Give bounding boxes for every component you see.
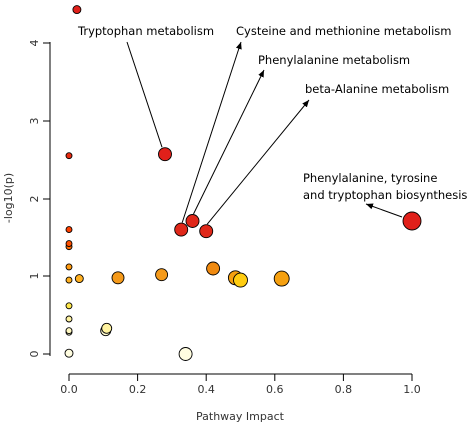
- annotation-label-tryptophan: Tryptophan metabolism: [77, 24, 214, 38]
- annotation-label-beta-alanine: beta-Alanine metabolism: [305, 82, 449, 96]
- annotation-arrows: [126, 41, 403, 225]
- annotation-arrow-2: [193, 69, 265, 215]
- data-point-9: [65, 226, 73, 234]
- data-point-3: [65, 315, 73, 323]
- x-axis-label: Pathway Impact: [196, 410, 285, 423]
- y-tick-label-4: 4: [28, 40, 41, 47]
- x-tick-label-5: 1.0: [403, 383, 421, 396]
- data-point-5: [65, 276, 73, 284]
- y-tick-label-0: 0: [28, 351, 41, 358]
- annotation-label-phe-tyr-trp-line2: and tryptophan biosynthesis: [303, 188, 467, 202]
- y-tick-label-3: 3: [28, 118, 41, 125]
- x-tick-label-0: 0.0: [60, 383, 78, 396]
- data-point-6: [65, 263, 73, 271]
- annotation-labels: Tryptophan metabolism Cysteine and methi…: [77, 24, 467, 202]
- data-point-13: [101, 322, 113, 334]
- annotation-label-phe-tyr-trp-line1: Phenylalanine, tyrosine: [303, 171, 437, 185]
- annotation-arrow-3: [206, 99, 310, 225]
- y-ticks: [43, 42, 50, 355]
- data-point-18: [174, 222, 189, 237]
- y-tick-label-2: 2: [28, 196, 41, 203]
- data-point-2: [65, 327, 73, 335]
- annotation-arrow-0: [126, 41, 163, 148]
- data-point-11: [74, 274, 84, 284]
- data-points: [64, 5, 422, 361]
- data-point-15: [155, 268, 169, 282]
- y-axis-label: -log10(p): [2, 173, 15, 223]
- data-point-4: [65, 302, 73, 310]
- data-point-19: [185, 214, 200, 228]
- data-point-24: [273, 270, 290, 287]
- data-point-17: [178, 347, 193, 361]
- x-tick-labels: 0.0 0.2 0.4 0.6 0.8 1.0: [60, 383, 421, 396]
- x-ticks: [68, 374, 413, 381]
- data-point-23: [233, 272, 248, 288]
- data-point-26: [72, 5, 82, 15]
- data-point-10: [65, 152, 73, 160]
- data-point-0: [64, 348, 74, 358]
- data-point-25: [402, 211, 422, 231]
- annotation-arrow-1: [181, 41, 242, 223]
- annotation-label-phenylalanine: Phenylalanine metabolism: [258, 53, 410, 67]
- x-tick-label-4: 0.8: [335, 383, 353, 396]
- x-tick-label-1: 0.2: [129, 383, 147, 396]
- x-tick-label-2: 0.4: [197, 383, 215, 396]
- data-point-16: [158, 147, 172, 162]
- data-point-14: [111, 271, 125, 285]
- data-point-21: [206, 261, 221, 276]
- y-tick-label-1: 1: [28, 273, 41, 280]
- y-tick-labels: 0 1 2 3 4: [28, 40, 41, 358]
- data-point-8: [65, 240, 73, 248]
- annotation-arrow-4: [365, 203, 403, 218]
- data-point-20: [199, 224, 214, 239]
- x-tick-label-3: 0.6: [266, 383, 284, 396]
- annotation-label-cysteine-methionine: Cysteine and methionine metabolism: [236, 24, 451, 38]
